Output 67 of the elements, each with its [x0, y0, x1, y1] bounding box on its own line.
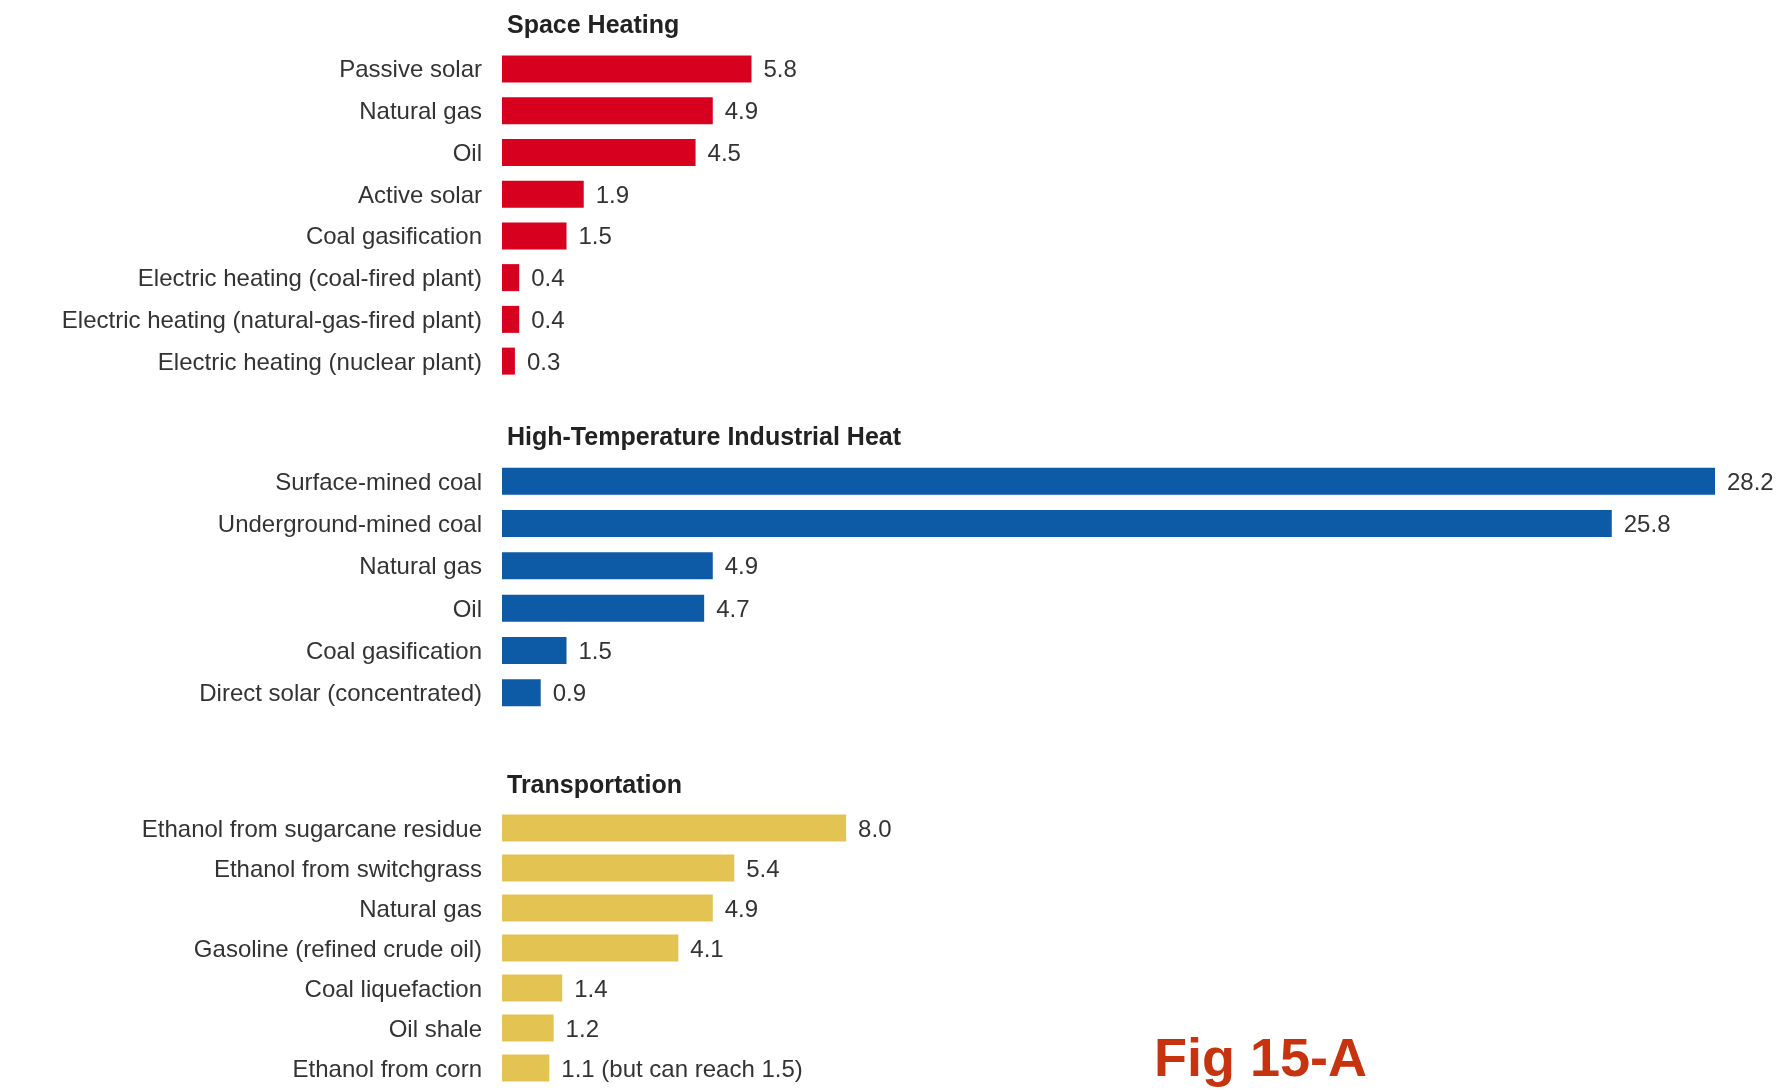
data-label: 1.2: [565, 1014, 599, 1042]
bar: [502, 97, 713, 125]
bar: [502, 138, 696, 166]
data-label: 25.8: [1623, 510, 1671, 537]
data-label: 0.3: [526, 347, 561, 375]
y-tick-label: Ethanol from sugarcane residue: [141, 814, 482, 842]
y-tick-label: Electric heating (nuclear plant): [157, 347, 482, 375]
data-label: 4.5: [707, 138, 741, 166]
bar: [502, 180, 584, 208]
bar: [502, 55, 752, 83]
y-tick-label: Coal gasification: [305, 637, 482, 664]
bar: [502, 974, 563, 1002]
data-label: 1.5: [578, 222, 612, 250]
data-label: 4.9: [724, 894, 759, 922]
chart-title: High-Temperature Industrial Heat: [507, 421, 902, 450]
y-tick-label: Coal liquefaction: [304, 974, 482, 1002]
data-label: 0.9: [552, 679, 587, 707]
data-label: 28.2: [1727, 467, 1774, 495]
caption: Fig 15-A: [1153, 1027, 1368, 1087]
bar: [502, 1054, 550, 1082]
data-label: 1.9: [595, 180, 630, 208]
bar: [502, 594, 705, 622]
data-label: 0.4: [531, 305, 565, 333]
data-label: 4.1: [690, 934, 724, 962]
y-tick-label: Electric heating (coal-fired plant): [137, 264, 482, 292]
bar: [502, 222, 567, 250]
bar: [502, 510, 1612, 537]
bar: [502, 347, 515, 375]
y-tick-label: Natural gas: [359, 97, 482, 125]
y-tick-label: Natural gas: [359, 894, 482, 922]
bar: [502, 679, 541, 707]
bar: [502, 854, 735, 882]
bar: [502, 934, 679, 962]
data-label: 5.4: [746, 854, 780, 882]
bar: [502, 264, 520, 292]
data-label: 4.9: [724, 97, 759, 125]
bar: [502, 305, 520, 333]
data-label: 1.1 (but can reach 1.5): [561, 1054, 803, 1082]
y-tick-label: Gasoline (refined crude oil): [193, 934, 482, 962]
y-tick-label: Passive solar: [339, 55, 482, 83]
y-tick-label: Oil shale: [388, 1014, 482, 1042]
data-label: 4.7: [716, 594, 750, 622]
data-label: 8.0: [858, 814, 892, 842]
bar: [502, 552, 713, 580]
data-label: 0.4: [531, 264, 565, 292]
y-tick-label: Underground-mined coal: [217, 510, 482, 537]
data-label: 1.4: [574, 974, 608, 1002]
data-label: 1.5: [578, 637, 612, 664]
chart-title: Transportation: [507, 769, 683, 798]
chart-title: Space Heating: [507, 9, 680, 38]
y-tick-label: Active solar: [357, 180, 482, 208]
y-tick-label: Direct solar (concentrated): [199, 679, 482, 707]
bar: [502, 467, 1715, 495]
bar: [502, 894, 713, 922]
y-tick-label: Ethanol from corn: [292, 1054, 482, 1082]
y-tick-label: Oil: [452, 594, 482, 622]
data-label: 5.8: [763, 55, 797, 83]
data-label: 4.9: [724, 552, 759, 580]
y-tick-label: Coal gasification: [305, 222, 482, 250]
bar: [502, 1014, 554, 1042]
bar: [502, 814, 847, 842]
y-tick-label: Natural gas: [359, 552, 482, 580]
bar: [502, 637, 567, 664]
y-tick-label: Electric heating (natural-gas-fired plant): [61, 305, 482, 333]
y-tick-label: Ethanol from switchgrass: [213, 854, 482, 882]
y-tick-label: Surface-mined coal: [275, 467, 482, 495]
y-tick-label: Oil: [452, 138, 482, 166]
